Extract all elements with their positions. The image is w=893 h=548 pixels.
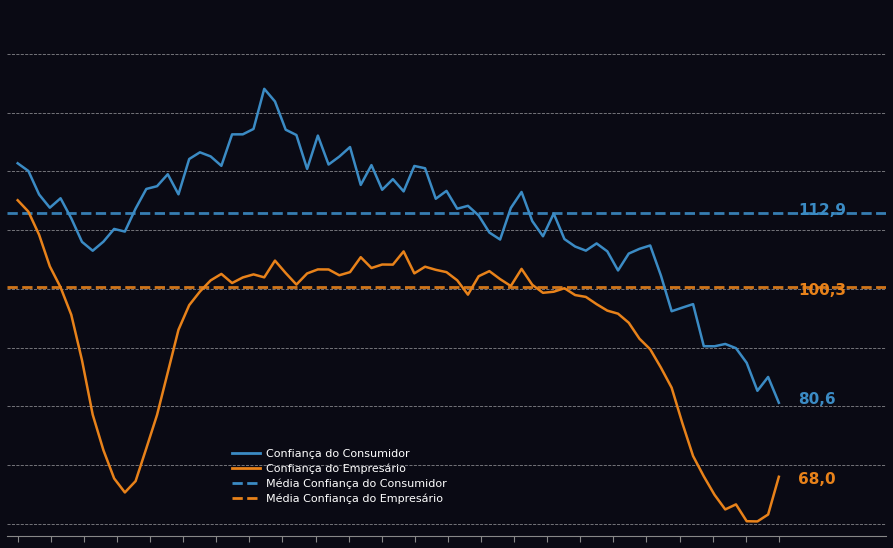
Legend: Confiança do Consumidor, Confiança do Empresário, Média Confiança do Consumidor,: Confiança do Consumidor, Confiança do Em…	[232, 449, 446, 504]
Text: 68,0: 68,0	[798, 472, 836, 487]
Text: 112,9: 112,9	[798, 203, 847, 218]
Text: 80,6: 80,6	[798, 392, 836, 407]
Text: 100,3: 100,3	[798, 283, 847, 298]
